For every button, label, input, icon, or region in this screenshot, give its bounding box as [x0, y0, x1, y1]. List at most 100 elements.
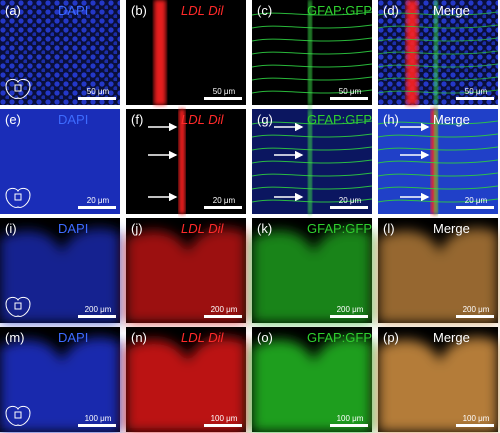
- panel: (n) LDL Dil 100 μm: [126, 327, 246, 432]
- panel: (c) GFAP:GFP 50 μm: [251, 0, 373, 105]
- tissue: [126, 228, 246, 323]
- fiber: [251, 159, 373, 164]
- channel-label: DAPI: [58, 3, 88, 18]
- channel-label: LDL Dil: [181, 3, 225, 18]
- panel: (g) GFAP:GFP 20 μm: [251, 109, 373, 214]
- tissue: [252, 337, 372, 432]
- channel-label: GFAP:GFP: [307, 112, 372, 127]
- panel-label: (c): [257, 3, 272, 18]
- panel-label: (p): [383, 330, 399, 345]
- scale-text: 200 μm: [85, 305, 112, 314]
- brain-icon: [5, 296, 31, 317]
- icon-box: [14, 84, 22, 92]
- panel: (f) LDL Dil 20 μm: [126, 109, 246, 214]
- ldl-signal: [154, 0, 166, 105]
- panel-label: (b): [131, 3, 147, 18]
- panel: (a) DAPI 50 μm: [0, 0, 120, 105]
- scale-bar: [78, 424, 116, 427]
- scale-text: 50 μm: [87, 87, 110, 96]
- channel-label: LDL Dil: [181, 221, 225, 236]
- icon-outline: [5, 296, 31, 317]
- channel-label: LDL Dil: [181, 330, 225, 345]
- channel-label: GFAP:GFP: [307, 330, 372, 345]
- panel: (k) GFAP:GFP 200 μm: [252, 218, 372, 323]
- brain-icon: [5, 187, 31, 208]
- channel-label: Merge: [433, 112, 470, 127]
- channel-label: Merge: [433, 3, 470, 18]
- tissue: [252, 228, 372, 323]
- scale-bar: [330, 206, 368, 209]
- panel: (e) DAPI 20 μm: [0, 109, 120, 214]
- fiber: [251, 63, 373, 68]
- panel: (i) DAPI 200 μm: [0, 218, 120, 323]
- channel-label: GFAP:GFP: [307, 3, 372, 18]
- channel-label: DAPI: [58, 221, 88, 236]
- scale-bar: [330, 97, 368, 100]
- channel-label: Merge: [433, 221, 470, 236]
- brain-icon: [5, 78, 31, 99]
- panel-label: (e): [5, 112, 21, 127]
- scale-bar: [78, 315, 116, 318]
- fiber: [251, 76, 373, 81]
- tissue: [126, 337, 246, 432]
- fiber: [308, 0, 312, 105]
- channel-label: DAPI: [58, 330, 88, 345]
- tissue: [378, 228, 498, 323]
- fiber: [251, 172, 373, 177]
- nuclei: [0, 109, 120, 214]
- fiber: [434, 109, 438, 214]
- icon-outline: [5, 78, 31, 99]
- scale-bar: [456, 424, 494, 427]
- fiber: [377, 50, 499, 55]
- fiber: [251, 89, 373, 94]
- brain-icon: [5, 405, 31, 426]
- scale-bar: [78, 97, 116, 100]
- scale-text: 100 μm: [85, 414, 112, 423]
- scale-bar: [204, 206, 242, 209]
- panel: (b) LDL Dil 50 μm: [126, 0, 246, 105]
- fiber: [251, 50, 373, 55]
- panel-label: (g): [257, 112, 273, 127]
- scale-bar: [78, 206, 116, 209]
- channel-label: Merge: [433, 330, 470, 345]
- scale-text: 20 μm: [213, 196, 236, 205]
- scale-text: 100 μm: [211, 414, 238, 423]
- panel: (d) Merge 50 μm: [377, 0, 499, 105]
- panel-label: (o): [257, 330, 273, 345]
- panel-label: (f): [131, 112, 143, 127]
- panel-label: (n): [131, 330, 147, 345]
- icon-box: [14, 193, 22, 201]
- fiber: [434, 0, 438, 105]
- scale-bar: [456, 206, 494, 209]
- panel-bg: [126, 0, 246, 105]
- channel-label: DAPI: [58, 112, 88, 127]
- scale-bar: [330, 424, 368, 427]
- channel-label: LDL Dil: [181, 112, 225, 127]
- tissue: [378, 337, 498, 432]
- scale-bar: [204, 97, 242, 100]
- ldl-signal: [179, 109, 185, 214]
- icon-outline: [5, 405, 31, 426]
- scale-text: 50 μm: [213, 87, 236, 96]
- panel-label: (m): [5, 330, 25, 345]
- fiber: [377, 185, 499, 190]
- fiber: [377, 24, 499, 29]
- fiber: [377, 37, 499, 42]
- scale-text: 20 μm: [339, 196, 362, 205]
- fiber: [377, 63, 499, 68]
- scale-bar: [330, 315, 368, 318]
- fiber: [377, 76, 499, 81]
- fiber: [251, 11, 373, 16]
- scale-text: 50 μm: [339, 87, 362, 96]
- scale-bar: [456, 315, 494, 318]
- fiber: [377, 172, 499, 177]
- fiber: [308, 109, 312, 214]
- scale-bar: [456, 97, 494, 100]
- tissue: [0, 337, 120, 432]
- fiber: [377, 89, 499, 94]
- fiber: [377, 146, 499, 151]
- fiber: [377, 159, 499, 164]
- fiber: [251, 133, 373, 138]
- channel-label: GFAP:GFP: [307, 221, 372, 236]
